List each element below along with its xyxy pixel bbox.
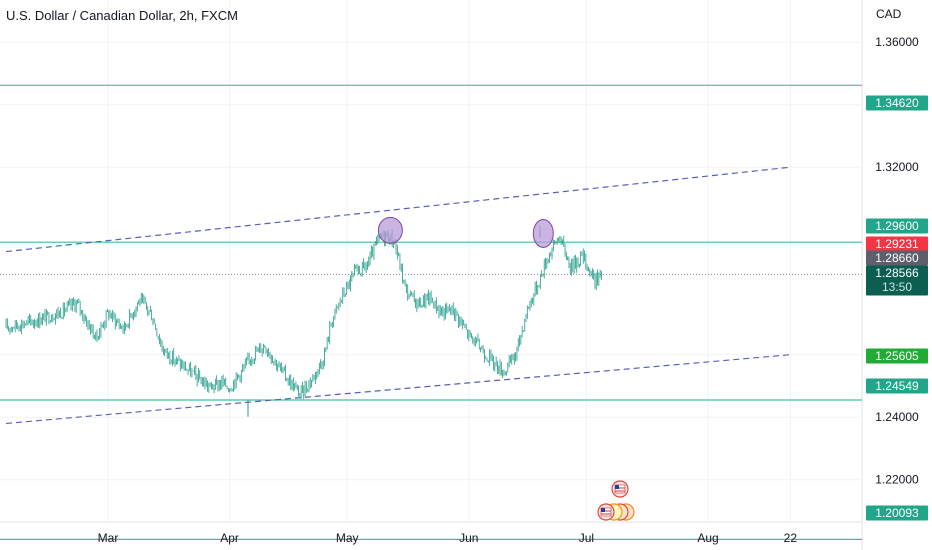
price-badge-bg	[866, 218, 928, 234]
price-badges: 1.34620 1.29600 1.292311.286601.2856613:50…	[866, 95, 928, 521]
price-badge-last: 1.29231	[866, 236, 928, 252]
flag-canton	[601, 508, 605, 512]
trend-channel-layer	[5, 166, 791, 425]
price-tick-label: 1.24000	[875, 410, 919, 424]
us-event-flag[interactable]	[597, 503, 615, 521]
price-badge-value: 1.34620	[875, 96, 919, 110]
trend-line-lower	[5, 354, 791, 425]
price-badge-bg	[866, 348, 928, 364]
time-tick-label: Jul	[579, 531, 594, 545]
price-badge-level: 1.34620	[866, 95, 928, 111]
price-tick-label: 1.32000	[875, 160, 919, 174]
time-tick-label: Jun	[459, 531, 478, 545]
price-badge-support: 1.25605	[866, 348, 928, 364]
price-badge-level: 1.29600	[866, 218, 928, 234]
time-tick-label: Apr	[220, 531, 239, 545]
peak-highlight-ellipse	[377, 216, 403, 244]
price-badge-bg	[866, 236, 928, 252]
flag-canton	[615, 485, 619, 489]
candle-layer	[5, 225, 602, 417]
currency-label: CAD	[876, 7, 902, 21]
price-badge-bg	[866, 250, 928, 266]
trend-line-upper	[5, 166, 791, 253]
chart-title: U.S. Dollar / Canadian Dollar, 2h, FXCM	[6, 8, 238, 23]
price-badge-value: 1.28566	[875, 266, 919, 280]
time-tick-label: May	[336, 531, 359, 545]
price-badge-value: 1.28660	[875, 251, 919, 265]
price-badge-bg	[866, 95, 928, 111]
price-tick-label: 1.36000	[875, 35, 919, 49]
price-tick-label: 1.22000	[875, 473, 919, 487]
time-tick-label: Mar	[98, 531, 119, 545]
peak-highlight-ellipse	[532, 218, 554, 248]
price-badge-value: 1.29600	[875, 219, 919, 233]
price-badge-bg	[866, 265, 928, 296]
price-badge-bg	[866, 505, 928, 521]
us-event-flag[interactable]	[611, 480, 629, 498]
bar-countdown: 13:50	[882, 280, 912, 294]
time-tick-label: Aug	[697, 531, 718, 545]
peak-highlight-layer	[377, 216, 554, 248]
price-badge-level: 1.24549	[866, 378, 928, 394]
price-badge-prev: 1.28660	[866, 250, 928, 266]
time-tick-label: 22	[784, 531, 798, 545]
time-axis[interactable]: Mar Apr May Jun Jul Aug 22	[98, 531, 798, 545]
price-badge-bg	[866, 378, 928, 394]
grid-layer	[0, 0, 862, 522]
price-badge-value: 1.24549	[875, 379, 919, 393]
economic-events[interactable]	[597, 480, 635, 521]
price-badge-value: 1.25605	[875, 349, 919, 363]
horizontal-level-layer	[0, 84, 862, 540]
price-badge-level: 1.20093	[866, 505, 928, 521]
price-badge-value: 1.29231	[875, 237, 919, 251]
price-badge-value: 1.20093	[875, 506, 919, 520]
